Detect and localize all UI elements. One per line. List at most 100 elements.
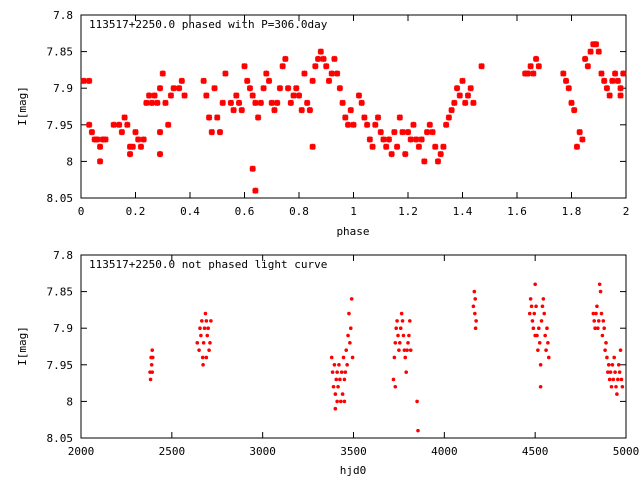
data-point — [151, 92, 158, 99]
data-point — [440, 143, 447, 150]
data-point — [246, 85, 254, 92]
data-point — [421, 158, 428, 165]
data-point — [532, 55, 540, 63]
data-point — [592, 41, 600, 48]
data-point — [290, 92, 297, 99]
data-point — [274, 99, 281, 106]
data-point — [94, 136, 101, 143]
phased-light-curve-panel: 113517+2250.0 phased with P=306.0day pha… — [16, 9, 629, 238]
data-point — [408, 319, 412, 323]
data-point — [394, 326, 398, 331]
data-point — [432, 143, 439, 150]
data-point — [410, 121, 417, 128]
data-point — [156, 150, 164, 158]
data-point — [533, 282, 537, 287]
data-point — [471, 304, 476, 309]
data-point — [398, 341, 402, 345]
data-point — [205, 114, 213, 121]
data-point — [473, 326, 478, 331]
data-point — [175, 85, 183, 92]
data-point — [611, 377, 616, 382]
data-point — [260, 85, 267, 92]
data-point — [536, 348, 540, 352]
x-tick-label: 2000 — [68, 445, 95, 458]
data-point — [594, 311, 598, 316]
data-point — [148, 99, 155, 106]
data-point — [312, 63, 319, 70]
data-point — [395, 319, 399, 323]
data-point — [571, 107, 578, 114]
data-point — [110, 121, 117, 128]
data-point — [198, 326, 202, 331]
data-point — [426, 121, 433, 128]
data-point — [301, 70, 308, 77]
data-point — [407, 333, 411, 338]
data-point — [608, 370, 613, 374]
y-tick-label: 8.05 — [47, 192, 74, 205]
data-point — [265, 77, 273, 84]
x-tick-label: 0 — [78, 205, 85, 218]
data-point — [214, 114, 221, 121]
x-tick-label: 1.2 — [398, 205, 418, 218]
data-point — [249, 92, 256, 99]
x-tick-label: 0.6 — [235, 205, 255, 218]
data-point — [96, 158, 104, 165]
data-point — [527, 63, 534, 70]
data-point — [209, 319, 213, 323]
data-point — [271, 107, 278, 114]
data-point — [257, 99, 264, 106]
data-point — [616, 363, 621, 367]
y-tick-label: 7.95 — [47, 119, 74, 132]
data-point — [346, 333, 350, 338]
data-point — [102, 136, 109, 143]
data-point — [606, 363, 611, 367]
data-point — [597, 282, 602, 287]
data-point — [546, 355, 551, 360]
data-point — [579, 136, 586, 143]
data-point — [334, 70, 341, 77]
data-point — [249, 165, 256, 172]
data-point — [599, 311, 604, 316]
unphased-light-curve-panel: 113517+2250.0 not phased light curve hjd… — [16, 249, 639, 477]
tick-group: 2000 2500 3000 3500 4000 4500 5000 7.8 7.85 7.9 7.… — [47, 249, 640, 458]
data-point — [132, 129, 139, 136]
data-point — [355, 92, 363, 99]
data-point — [345, 363, 349, 367]
data-point — [407, 136, 414, 143]
data-point — [369, 143, 376, 150]
x-tick-label: 3500 — [340, 445, 367, 458]
data-point — [456, 92, 463, 99]
y-tick-label: 7.85 — [47, 286, 74, 299]
data-point — [233, 92, 240, 99]
data-point — [284, 85, 292, 92]
data-point — [295, 92, 303, 99]
y-tick-label: 7.9 — [53, 82, 73, 95]
data-point — [595, 48, 602, 55]
y-tick-label: 8.05 — [47, 432, 74, 445]
data-point — [393, 341, 398, 345]
data-point — [601, 319, 606, 323]
data-point — [528, 297, 533, 301]
data-point — [576, 129, 583, 136]
data-point — [208, 129, 215, 136]
data-point — [336, 384, 340, 389]
x-tick-label: 1.8 — [562, 205, 582, 218]
data-point — [399, 311, 404, 316]
data-point — [598, 70, 605, 77]
data-point — [423, 129, 431, 136]
x-tick-label: 5000 — [613, 445, 640, 458]
data-point — [453, 85, 461, 92]
y-axis-label: I[mag] — [16, 326, 29, 366]
data-point — [399, 129, 406, 136]
data-point — [416, 428, 420, 433]
x-tick-label: 2 — [623, 205, 630, 218]
data-point — [211, 85, 218, 92]
data-point — [126, 150, 134, 158]
data-point — [474, 319, 478, 323]
data-point — [606, 92, 613, 99]
data-point — [618, 348, 623, 352]
data-point — [348, 341, 352, 345]
data-point — [219, 99, 226, 106]
data-point — [451, 99, 458, 106]
